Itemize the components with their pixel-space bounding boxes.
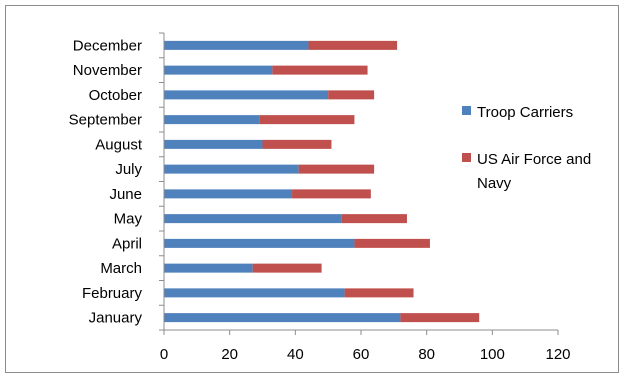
bar-september-series-1	[164, 115, 260, 125]
bar-march-series-2	[252, 263, 322, 273]
y-tick-label-september: September	[69, 112, 142, 129]
bar-july-series-1	[164, 164, 299, 174]
bar-december-series-2	[308, 40, 398, 50]
bar-april-series-1	[164, 238, 355, 248]
legend-swatch-us-air-force-and-navy	[462, 153, 471, 162]
x-tick-label-0: 0	[160, 346, 168, 363]
y-tick-label-august: August	[95, 136, 143, 153]
x-tick-label-80: 80	[418, 346, 435, 363]
legend-label-us-air-force-line1: US Air Force and	[477, 151, 591, 168]
bar-june-series-1	[164, 189, 293, 199]
x-tick-label-20: 20	[221, 346, 238, 363]
y-tick-label-february: February	[82, 285, 143, 302]
bar-january-series-2	[400, 313, 480, 323]
x-tick-label-100: 100	[480, 346, 505, 363]
bars-group	[164, 40, 480, 323]
y-tick-label-december: December	[73, 37, 142, 54]
y-tick-label-may: May	[114, 211, 143, 228]
x-tick-label-60: 60	[353, 346, 370, 363]
y-tick-label-april: April	[112, 235, 142, 252]
bar-september-series-2	[259, 115, 355, 125]
bar-july-series-2	[298, 164, 375, 174]
y-tick-label-january: January	[89, 310, 143, 327]
bar-april-series-2	[354, 238, 430, 248]
bar-january-series-1	[164, 313, 401, 323]
bar-august-series-1	[164, 139, 263, 149]
bar-march-series-1	[164, 263, 253, 273]
bar-may-series-2	[341, 214, 407, 224]
x-tick-label-40: 40	[287, 346, 304, 363]
legend: Troop Carriers US Air Force and Navy	[462, 104, 591, 192]
y-tick-label-november: November	[73, 62, 142, 79]
bar-june-series-2	[292, 189, 371, 199]
bar-december-series-1	[164, 40, 309, 50]
legend-swatch-troop-carriers	[462, 106, 471, 115]
bar-october-series-2	[328, 90, 375, 100]
bar-november-series-2	[272, 65, 368, 75]
x-tick-label-120: 120	[545, 346, 570, 363]
y-ticks-group: January February March April May June July Augu…	[69, 32, 164, 331]
bar-february-series-1	[164, 288, 345, 298]
y-tick-label-july: July	[115, 161, 142, 178]
bar-november-series-1	[164, 65, 273, 75]
bar-august-series-2	[262, 139, 332, 149]
x-ticks-group: 0 20 40 60 80 100 120	[160, 330, 571, 363]
legend-label-troop-carriers: Troop Carriers	[477, 104, 573, 121]
legend-label-us-air-force-line2: Navy	[477, 175, 512, 192]
bar-october-series-1	[164, 90, 329, 100]
y-tick-label-october: October	[89, 87, 142, 104]
y-tick-label-june: June	[109, 186, 142, 203]
bar-may-series-1	[164, 214, 342, 224]
bar-february-series-2	[344, 288, 414, 298]
y-tick-label-march: March	[100, 260, 142, 277]
